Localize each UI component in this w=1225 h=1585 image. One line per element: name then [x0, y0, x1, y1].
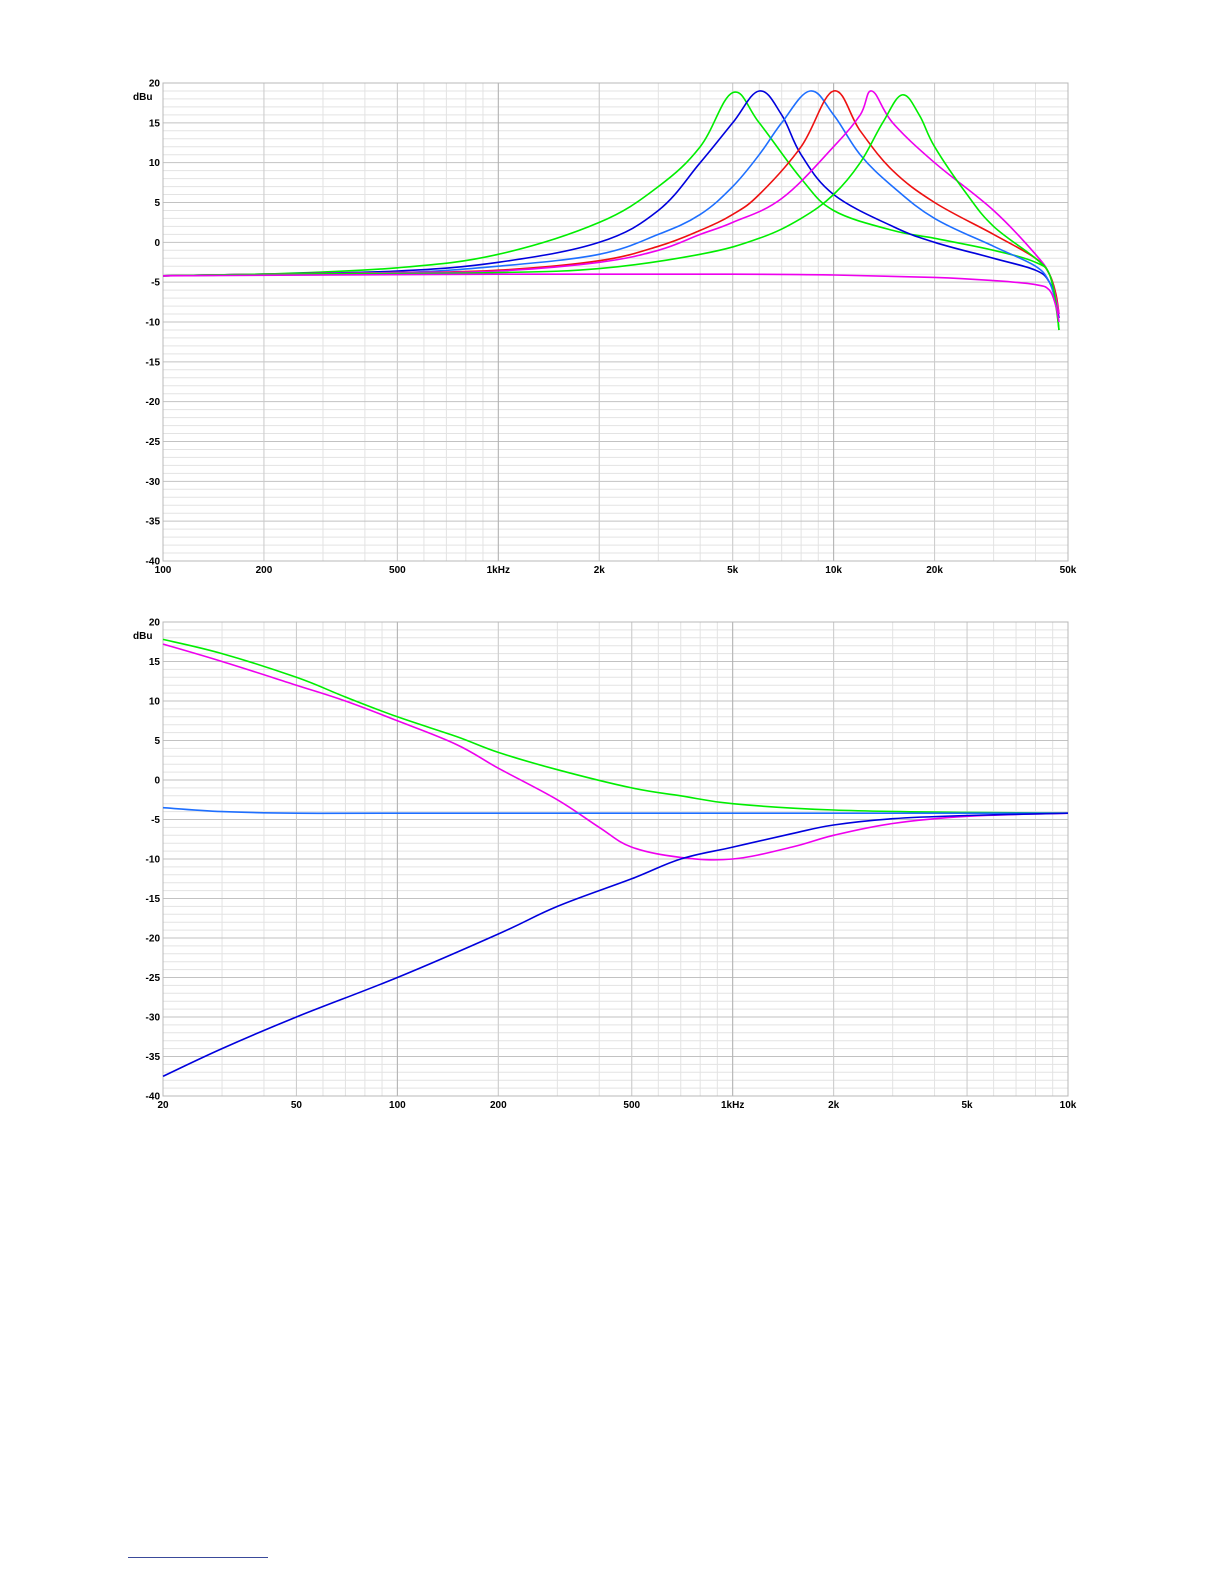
frequency-response-chart-top: 20 15 10 5 0 -5 -10 -15 -20 -25 -30 -35 -40 dBu 100 200…: [133, 79, 1077, 577]
y-tick-label: -20: [146, 397, 161, 408]
y-tick-label: 0: [154, 238, 160, 249]
y-tick-label: 15: [149, 118, 161, 129]
x-tick-label: 50: [291, 1100, 303, 1111]
series-line-2: [162, 90, 1060, 319]
y-tick-label: 5: [154, 736, 160, 747]
x-tick-label: 2k: [594, 565, 606, 576]
footnote-rule: [128, 1557, 268, 1558]
y-tick-label: -25: [146, 437, 161, 448]
y-axis-unit-label: dBu: [133, 631, 152, 642]
x-tick-label: 500: [623, 1100, 640, 1111]
x-tick-label: 200: [256, 565, 273, 576]
series-line-1: [162, 91, 1060, 331]
plot-frame: [162, 621, 1069, 1097]
x-tick-label: 500: [389, 565, 406, 576]
y-tick-label: 20: [149, 618, 161, 629]
x-tick-label: 5k: [961, 1100, 973, 1111]
series-line-2: [162, 643, 1069, 861]
series-line-5: [162, 90, 1060, 315]
y-tick-label: -35: [146, 517, 161, 528]
y-tick-label: -25: [146, 973, 161, 984]
series-line-6: [162, 94, 1060, 331]
x-tick-label: 10k: [1060, 1100, 1077, 1111]
x-tick-label: 5k: [727, 565, 739, 576]
y-tick-label: -15: [146, 357, 161, 368]
x-tick-label: 100: [155, 565, 172, 576]
y-tick-label: -35: [146, 1052, 161, 1063]
y-tick-label: -30: [146, 1013, 161, 1024]
y-tick-label: 5: [154, 198, 160, 209]
x-tick-label: 20k: [926, 565, 943, 576]
x-tick-label: 100: [389, 1100, 406, 1111]
x-tick-label: 2k: [828, 1100, 840, 1111]
y-tick-label: -20: [146, 934, 161, 945]
y-tick-label: 10: [149, 697, 161, 708]
y-tick-label: 0: [154, 776, 160, 787]
y-tick-label: -5: [151, 815, 160, 826]
y-axis-unit-label: dBu: [133, 92, 152, 103]
y-tick-label: -10: [146, 855, 161, 866]
series-line-4: [162, 812, 1069, 1078]
y-tick-label: -5: [151, 278, 160, 289]
y-tick-label: -30: [146, 477, 161, 488]
series-line-7: [162, 273, 1060, 323]
x-tick-label: 20: [157, 1100, 169, 1111]
y-tick-label: 20: [149, 79, 161, 90]
x-tick-label: 10k: [825, 565, 842, 576]
plot-frame: [162, 82, 1069, 562]
y-tick-label: -40: [146, 1092, 161, 1103]
y-tick-label: -10: [146, 318, 161, 329]
x-tick-label: 50k: [1060, 565, 1077, 576]
y-tick-label: -15: [146, 894, 161, 905]
x-tick-label: 1kHz: [721, 1100, 744, 1111]
y-tick-label: 15: [149, 657, 161, 668]
x-tick-label: 200: [490, 1100, 507, 1111]
y-tick-label: 10: [149, 158, 161, 169]
x-tick-label: 1kHz: [487, 565, 510, 576]
series-line-3: [162, 806, 1069, 815]
y-tick-label: -40: [146, 557, 161, 568]
series-line-3: [162, 90, 1060, 315]
series-line-1: [162, 638, 1069, 814]
